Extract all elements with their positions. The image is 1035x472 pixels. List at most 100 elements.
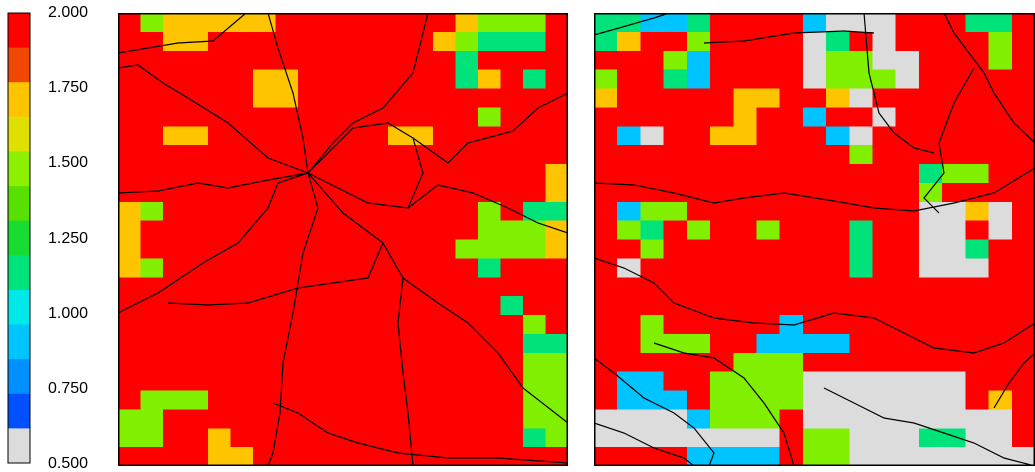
- grid-cell: [640, 333, 665, 354]
- grid-cell: [826, 315, 850, 335]
- road-line: [307, 172, 414, 466]
- grid-cell: [663, 277, 688, 297]
- grid-cell: [710, 371, 734, 392]
- grid-cell: [478, 145, 502, 165]
- road-line: [402, 277, 568, 424]
- grid-cell: [185, 164, 209, 184]
- grid-cell: [523, 164, 547, 184]
- grid-cell: [410, 428, 434, 448]
- grid-cell: [1011, 88, 1035, 108]
- grid-cell: [433, 201, 457, 222]
- grid-cell: [230, 31, 254, 52]
- grid-cell: [455, 371, 479, 392]
- grid-cell: [365, 88, 389, 108]
- grid-cell: [849, 277, 874, 297]
- grid-cell: [163, 13, 187, 33]
- grid-cell: [320, 13, 344, 33]
- grid-cell: [388, 31, 412, 52]
- grid-cell: [523, 315, 547, 335]
- grid-cell: [500, 182, 524, 203]
- road-line: [407, 137, 424, 209]
- grid-cell: [320, 88, 344, 108]
- grid-cell: [942, 315, 966, 335]
- grid-cell: [756, 428, 781, 448]
- grid-cell: [478, 126, 502, 146]
- grid-cell: [686, 107, 711, 127]
- grid-cell: [686, 390, 711, 410]
- grid-cell: [965, 220, 990, 241]
- grid-cell: [594, 31, 618, 52]
- grid-cell: [545, 333, 568, 354]
- grid-cell: [343, 277, 367, 297]
- grid-cell: [918, 31, 943, 52]
- grid-cell: [478, 31, 502, 52]
- map-frame-left: [118, 13, 568, 466]
- grid-cell: [1011, 145, 1035, 165]
- grid-cell: [918, 277, 943, 297]
- grid-cell: [523, 277, 547, 297]
- grid-cell: [802, 352, 827, 373]
- road-line: [943, 13, 1035, 144]
- grid-cell: [545, 220, 568, 241]
- grid-cell: [455, 447, 479, 466]
- grid-cell: [500, 296, 524, 316]
- grid-cell: [988, 277, 1013, 297]
- grid-cell: [872, 371, 897, 392]
- grid-cell: [478, 258, 502, 278]
- grid-cell: [594, 88, 618, 108]
- grid-cell: [802, 428, 827, 448]
- grid-cell: [663, 126, 688, 146]
- grid-cell: [433, 69, 457, 90]
- grid-cell: [872, 409, 897, 429]
- grid-cell: [733, 164, 758, 184]
- grid-cell: [545, 371, 568, 392]
- road-line: [118, 13, 247, 54]
- grid-cell: [826, 239, 850, 259]
- grid-cell: [208, 428, 232, 448]
- grid-cells-left: [118, 13, 568, 466]
- grid-cell: [849, 390, 874, 410]
- legend-swatch: [8, 428, 30, 464]
- grid-cell: [918, 145, 943, 165]
- grid-cell: [388, 371, 412, 392]
- grid-cell: [686, 31, 711, 52]
- grid-cell: [185, 126, 209, 146]
- grid-cell: [965, 31, 990, 52]
- grid-cell: [617, 352, 642, 373]
- grid-cell: [942, 69, 966, 90]
- grid-cell: [343, 126, 367, 146]
- grid-cell: [686, 220, 711, 241]
- grid-cell: [118, 69, 142, 90]
- grid-cell: [988, 182, 1013, 203]
- grid-cell: [388, 126, 412, 146]
- grid-cell: [140, 69, 164, 90]
- legend-label-2000: 2.000: [48, 4, 89, 21]
- grid-cell: [849, 352, 874, 373]
- grid-cell: [733, 447, 758, 466]
- grid-cell: [640, 13, 665, 33]
- grid-cell: [320, 31, 344, 52]
- grid-cell: [433, 258, 457, 278]
- grid-cell: [140, 239, 164, 259]
- grid-cell: [965, 390, 990, 410]
- grid-cell: [640, 126, 665, 146]
- grid-cell: [365, 296, 389, 316]
- grid-cell: [779, 107, 804, 127]
- grid-cell: [895, 239, 920, 259]
- grid-cell: [779, 13, 804, 33]
- legend-label-0750: 0.750: [48, 380, 89, 397]
- grid-cell: [988, 69, 1013, 90]
- grid-cell: [640, 201, 665, 222]
- legend-label-1500: 1.500: [48, 154, 89, 171]
- grid-cell: [1011, 428, 1035, 448]
- grid-cell: [594, 258, 618, 278]
- grid-cell: [1011, 107, 1035, 127]
- grid-cell: [500, 315, 524, 335]
- grid-cell: [594, 13, 618, 33]
- grid-cell: [594, 182, 618, 203]
- grid-cell: [663, 409, 688, 429]
- grid-cell: [918, 50, 943, 71]
- grid-cell: [802, 50, 827, 71]
- grid-cell: [500, 220, 524, 241]
- grid-cell: [320, 145, 344, 165]
